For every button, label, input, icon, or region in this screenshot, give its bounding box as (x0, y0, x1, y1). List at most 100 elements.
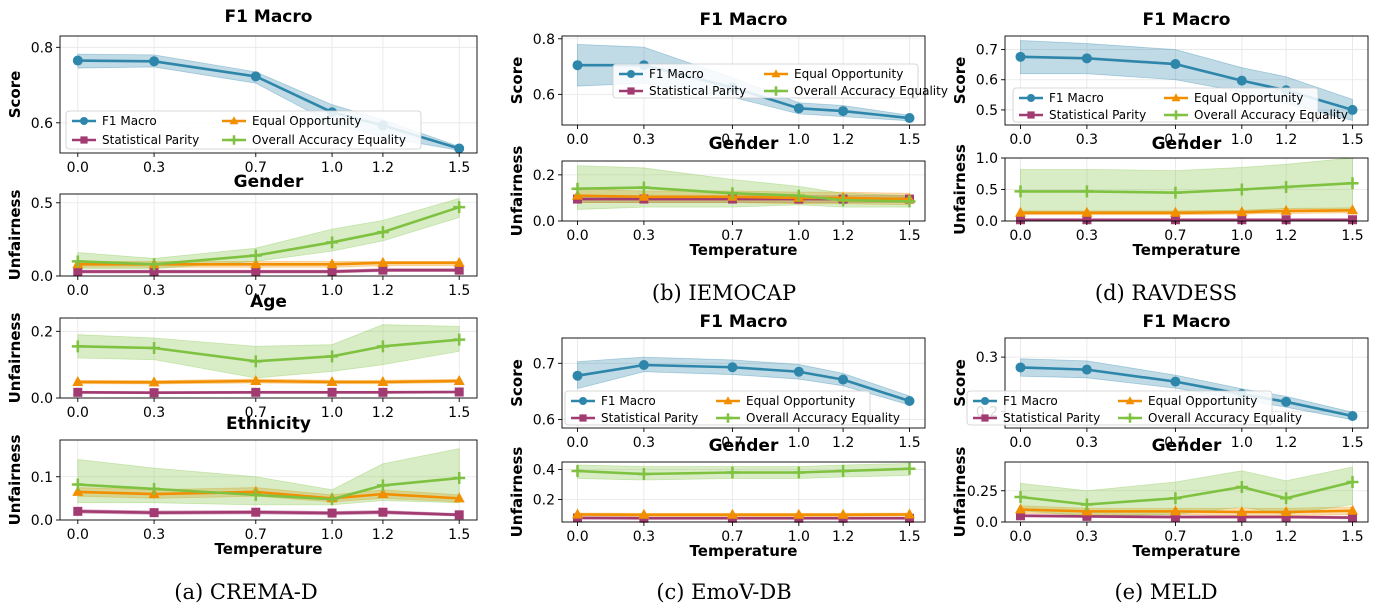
x-axis-label: Temperature (690, 542, 798, 560)
legend-entry-label: Equal Opportunity (1194, 91, 1303, 105)
x-tick-label: 0.0 (1009, 435, 1031, 451)
x-tick-label: 1.0 (1231, 228, 1253, 244)
y-axis-label: Unfairness (6, 313, 24, 404)
x-tick-label: 1.5 (1341, 529, 1363, 545)
x-tick-label: 1.2 (372, 405, 394, 421)
data-point (1080, 185, 1093, 198)
x-tick-label: 1.2 (832, 529, 854, 545)
y-axis-label: Unfairness (951, 144, 969, 235)
data-point (377, 488, 389, 499)
x-axis-label: Temperature (690, 241, 798, 259)
x-tick-label: 1.5 (448, 405, 470, 421)
data-point (1280, 180, 1293, 193)
x-tick-label: 1.0 (321, 160, 343, 176)
data-point (1237, 512, 1247, 522)
x-tick-label: 1.0 (321, 283, 343, 299)
x-axis-label: Temperature (215, 540, 323, 558)
data-point (1280, 204, 1292, 215)
data-point (453, 201, 466, 214)
data-point (726, 466, 739, 479)
data-point (1080, 498, 1093, 511)
legend-marker (229, 116, 239, 125)
data-point (327, 387, 337, 397)
x-tick-label: 0.3 (143, 405, 165, 421)
caption-d: (d) RAVDESS (1095, 281, 1237, 305)
y-tick-label: 0.6 (976, 73, 998, 89)
legend-entry-label: Statistical Parity (102, 133, 199, 147)
y-tick-label: 0.4 (533, 463, 555, 479)
data-point (1014, 185, 1027, 198)
data-point (377, 256, 389, 267)
caption-b: (b) IEMOCAP (652, 281, 796, 305)
data-point (1170, 512, 1180, 522)
data-point (249, 488, 262, 501)
y-axis-label: Score (508, 57, 526, 105)
x-tick-label: 1.5 (898, 228, 920, 244)
y-axis-label: Score (508, 359, 526, 407)
y-axis-label: Unfairness (6, 435, 24, 526)
y-tick-label: 0.0 (976, 214, 998, 230)
x-tick-label: 0.0 (67, 405, 89, 421)
x-tick-label: 0.0 (566, 228, 588, 244)
subplot-d2: 0.0 0.5 1.0 0.0 0.3 0.7 1.0 1.2 1.5 Gender Unfairn… (951, 134, 1369, 259)
data-point (454, 510, 464, 520)
legend-marker (579, 414, 587, 422)
legend-entry-label: Equal Opportunity (1148, 394, 1257, 408)
data-point (327, 267, 337, 277)
subplot-e2: 0.0 0.25 0.0 0.3 0.7 1.0 1.2 1.5 Gender Unfairnes… (951, 436, 1369, 560)
data-point (1014, 206, 1026, 217)
legend-marker (1171, 93, 1181, 102)
y-tick-label: 1.0 (976, 151, 998, 167)
legend-marker (1027, 111, 1035, 119)
data-point (250, 71, 261, 82)
legend-marker (771, 69, 781, 78)
data-point (637, 468, 650, 480)
subplot-c1: 0.6 0.7 0.0 0.3 0.7 1.0 1.2 1.5 F1 Macro Score F1 … (508, 312, 926, 451)
series-line (77, 268, 460, 273)
legend-entry-label: Statistical Parity (1003, 411, 1100, 425)
x-tick-label: 0.0 (1009, 529, 1031, 545)
axes-frame (59, 193, 478, 277)
data-point (904, 508, 916, 519)
data-point (1170, 376, 1181, 387)
data-point (73, 267, 83, 277)
x-tick-label: 1.0 (788, 435, 810, 451)
data-point (148, 482, 161, 495)
data-point (377, 376, 389, 386)
legend-entry-label: Statistical Parity (601, 411, 698, 425)
data-point (453, 256, 465, 267)
legend: F1 Macro Equal Opportunity Statistical Par… (612, 63, 948, 99)
legend: F1 Macro Equal Opportunity Statistical Par… (65, 110, 422, 150)
data-point (838, 106, 849, 117)
subplot-title: Age (250, 292, 287, 312)
data-point (1236, 206, 1248, 217)
legend-marker (1027, 94, 1035, 102)
legend-entry-label: Equal Opportunity (794, 67, 903, 81)
legend-marker (771, 86, 781, 96)
data-point (71, 340, 84, 353)
legend-marker (627, 70, 635, 78)
data-point (1169, 492, 1182, 505)
subplots: 0.60.80.0 0.3 0.7 1.0 1.2 1.5F1 MacroScoreF1 … (6, 7, 1369, 560)
legend-marker (723, 396, 733, 405)
legend-entry-label: Overall Accuracy Equality (252, 133, 406, 147)
legend-entry-label: Overall Accuracy Equality (1148, 411, 1302, 425)
x-tick-label: 0.0 (566, 132, 588, 148)
data-point (73, 387, 83, 397)
subplot-title: Ethnicity (226, 414, 311, 434)
x-tick-label: 1.5 (898, 132, 920, 148)
series-line (577, 194, 910, 201)
series-line (77, 390, 460, 394)
data-point (251, 387, 261, 397)
y-tick-label: 0.6 (533, 87, 555, 103)
data-point (1237, 215, 1247, 225)
subplot-b2: 0.0 0.2 0.0 0.3 0.7 1.0 1.2 1.5 Gender Unfairness… (508, 134, 926, 259)
data-point (1235, 481, 1248, 493)
x-tick-label: 0.3 (143, 160, 165, 176)
data-point (249, 355, 262, 368)
data-point (793, 366, 804, 377)
data-point (837, 508, 849, 519)
axes-frame (561, 461, 926, 523)
data-point (453, 333, 466, 346)
data-point (637, 181, 650, 194)
